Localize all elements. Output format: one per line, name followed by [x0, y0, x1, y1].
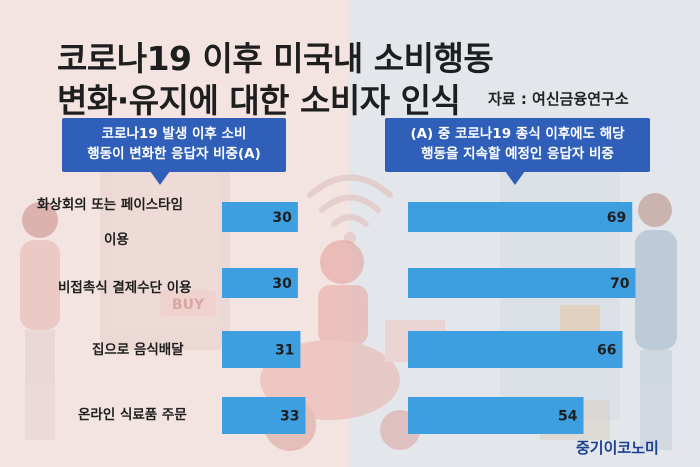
category-label-video-call-line-1: 화상회의 또는 페이스타임 — [37, 197, 184, 213]
series-b-callout-line-2: 행동을 지속할 예정인 응답자 비중 — [421, 146, 614, 162]
bar-value-label-b-2: 66 — [597, 343, 616, 359]
series-a-callout-tail — [150, 171, 170, 185]
buy-sign — [160, 290, 216, 316]
bar-value-label-b-3: 54 — [558, 409, 578, 425]
bar-b-3 — [408, 397, 584, 434]
bar-value-label-a-1: 30 — [272, 276, 292, 292]
bar-b-2 — [408, 331, 623, 368]
bar-value-label-a-0: 30 — [272, 210, 292, 226]
bar-value-label-b-1: 70 — [610, 276, 630, 292]
series-b-callout: (A) 중 코로나19 종식 이후에도 해당 행동을 지속할 예정인 응답자 비… — [385, 118, 650, 172]
bar-b-0 — [408, 202, 633, 232]
chart-title-line-1: 코로나19 이후 미국내 소비행동 — [57, 39, 494, 78]
woman-with-phone-illustration — [20, 202, 60, 440]
bar-a-1 — [222, 268, 298, 298]
source-note: 자료 : 여신금융연구소 — [488, 90, 629, 108]
bars-series-b: 69 70 66 54 — [408, 202, 636, 434]
wifi-icon — [307, 174, 393, 227]
bar-a-2 — [222, 331, 301, 368]
bar-a-3 — [222, 397, 306, 434]
category-label-video-call-line-2: 이용 — [104, 232, 129, 248]
category-label-food-delivery: 집으로 음식배달 — [92, 342, 184, 358]
bars-series-a: 30 30 31 33 — [222, 202, 306, 434]
bar-value-label-a-3: 33 — [280, 409, 299, 425]
buy-sign-text: BUY — [172, 297, 205, 313]
bar-value-label-a-2: 31 — [275, 343, 294, 359]
bar-value-label-b-0: 69 — [607, 210, 626, 226]
chart-title-line-2: 변화·유지에 대한 소비자 인식 — [57, 81, 461, 120]
series-b-callout-tail — [505, 171, 525, 185]
brand-logo-text: 중기이코노미 — [576, 439, 659, 457]
series-a-callout: 코로나19 발생 이후 소비 행동이 변화한 응답자 비중(A) — [62, 118, 286, 172]
series-a-callout-line-1: 코로나19 발생 이후 소비 — [101, 126, 247, 142]
bar-a-0 — [222, 202, 298, 232]
series-a-callout-line-2: 행동이 변화한 응답자 비중(A) — [87, 146, 261, 162]
bar-b-1 — [408, 268, 636, 298]
woman-at-door-illustration — [635, 193, 677, 450]
category-label-online-grocery: 온라인 식료품 주문 — [78, 407, 187, 423]
category-label-contactless-payment: 비접촉식 결제수단 이용 — [58, 280, 192, 296]
series-b-callout-line-1: (A) 중 코로나19 종식 이후에도 해당 — [410, 126, 625, 142]
